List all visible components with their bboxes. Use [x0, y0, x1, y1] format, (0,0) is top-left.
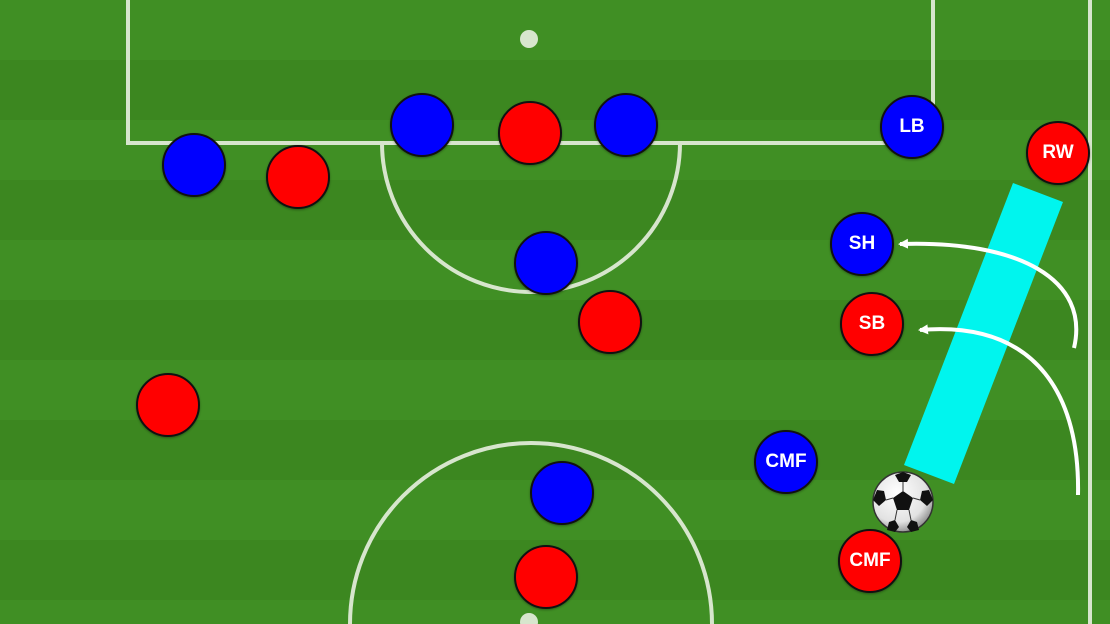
player-red-mid[interactable]: [578, 290, 642, 354]
player-blue-center-left[interactable]: [390, 93, 454, 157]
player-label: LB: [899, 116, 925, 137]
player-blue-left-wide[interactable]: [162, 133, 226, 197]
player-blue-mid[interactable]: [514, 231, 578, 295]
center-circle: [348, 441, 714, 624]
player-label: SB: [858, 313, 886, 334]
player-red-center-top[interactable]: [498, 101, 562, 165]
center-spot: [520, 613, 538, 624]
player-red-left-wide[interactable]: [266, 145, 330, 209]
player-red-rw[interactable]: RW: [1026, 121, 1090, 185]
player-label: RW: [1042, 142, 1074, 163]
player-red-sb[interactable]: SB: [840, 292, 904, 356]
player-red-bottom-center[interactable]: [514, 545, 578, 609]
movement-arrow-to-sh: [898, 238, 1079, 349]
player-blue-bottom-center[interactable]: [530, 461, 594, 525]
player-label: CMF: [849, 550, 891, 571]
player-red-cmf[interactable]: CMF: [838, 529, 902, 593]
penalty-spot: [520, 30, 538, 48]
player-blue-lb[interactable]: LB: [880, 95, 944, 159]
player-label: CMF: [765, 451, 807, 472]
player-blue-sh[interactable]: SH: [830, 212, 894, 276]
player-label: SH: [848, 233, 876, 254]
movement-arrow-to-sb: [918, 324, 1081, 496]
player-blue-center-right[interactable]: [594, 93, 658, 157]
player-blue-cmf[interactable]: CMF: [754, 430, 818, 494]
soccer-ball-icon[interactable]: [871, 470, 935, 534]
player-red-left-deep[interactable]: [136, 373, 200, 437]
penalty-arc: [380, 142, 682, 294]
